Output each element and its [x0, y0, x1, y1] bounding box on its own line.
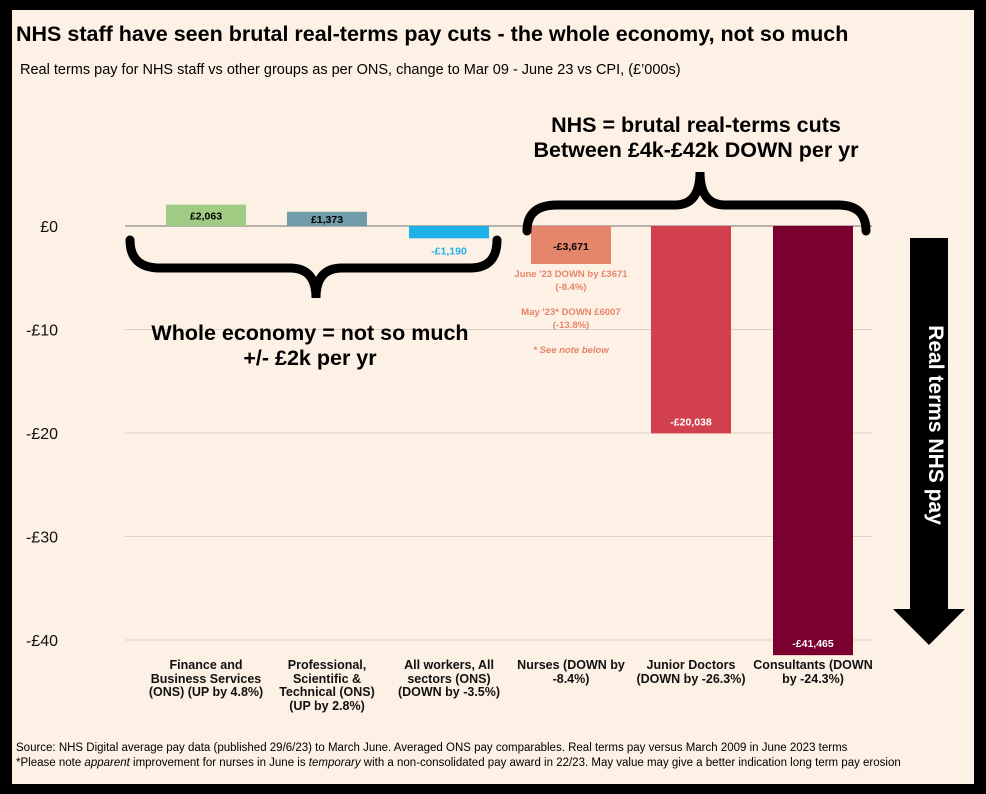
nurse-note-see-below: * See note below — [533, 345, 609, 356]
nhs-curly-brace — [522, 171, 871, 236]
down-arrow-icon — [893, 238, 965, 645]
x-category-label: Nurses (DOWN by -8.4%) — [517, 658, 625, 686]
bar-value-label: -£3,671 — [553, 241, 589, 253]
bar — [531, 226, 611, 264]
bar — [287, 211, 367, 226]
bar-value-label: -£41,465 — [792, 638, 834, 650]
x-category-label: Professional, Scientific & Technical (ON… — [279, 658, 375, 713]
economy-annotation-line2: +/- £2k per yr — [243, 346, 377, 370]
bar — [773, 226, 853, 656]
x-category-label: Junior Doctors (DOWN by -26.3%) — [636, 658, 746, 686]
footnote-part: *Please note — [16, 757, 85, 769]
y-axis-ticks: £0 -£10 -£20 -£30 -£40 — [26, 219, 58, 650]
gridlines — [125, 225, 872, 641]
chart-subtitle: Real terms pay for NHS staff vs other gr… — [20, 62, 681, 78]
bar — [409, 226, 489, 239]
nhs-annotation-line2: Between £4k-£42k DOWN per yr — [533, 138, 859, 162]
y-tick-label: -£20 — [26, 426, 58, 443]
footnote-part: with a non-consolidated pay award in 22/… — [360, 757, 901, 769]
x-category-label: Consultants (DOWN by -24.3%) — [753, 658, 873, 686]
arrow-label: Real terms NHS pay — [924, 325, 947, 525]
economy-curly-brace — [125, 235, 502, 299]
y-tick-label: -£10 — [26, 323, 58, 340]
footnote-emphasis-temporary: temporary — [308, 757, 361, 769]
chart-title: NHS staff have seen brutal real-terms pa… — [16, 22, 849, 46]
bar-value-label: -£20,038 — [670, 416, 712, 428]
bar-value-label: £2,063 — [190, 210, 222, 222]
economy-annotation-line1: Whole economy = not so much — [151, 321, 468, 345]
nurse-note-may: May '23* DOWN £6007 — [521, 307, 620, 318]
source-footnote: Source: NHS Digital average pay data (pu… — [16, 742, 848, 754]
footnote-emphasis-apparent: apparent — [84, 757, 130, 769]
bar-value-label: -£1,190 — [431, 245, 467, 257]
bars: £2,063 £1,373 -£1,190 -£3,671 -£20,038 -£41,4… — [166, 204, 853, 656]
x-category-label: All workers, All sectors (ONS) (DOWN by … — [397, 658, 501, 699]
nurse-note-june-pct: (-8.4%) — [555, 282, 586, 293]
y-tick-label: -£30 — [26, 530, 58, 547]
nurse-note-may-pct: (-13.8%) — [553, 320, 589, 331]
nurse-footnote: *Please note apparent improvement for nu… — [16, 757, 901, 769]
y-tick-label: £0 — [40, 219, 58, 236]
nurse-note-june: June '23 DOWN by £3671 — [514, 269, 628, 280]
bar — [651, 226, 731, 434]
footnote-part: improvement for nurses in June is — [129, 757, 309, 769]
x-category-label: Finance and Business Services (ONS) (UP … — [148, 658, 264, 699]
bar — [166, 204, 246, 226]
nhs-annotation-line1: NHS = brutal real-terms cuts — [551, 113, 841, 137]
y-tick-label: -£40 — [26, 633, 58, 650]
bar-value-label: £1,373 — [311, 214, 343, 226]
